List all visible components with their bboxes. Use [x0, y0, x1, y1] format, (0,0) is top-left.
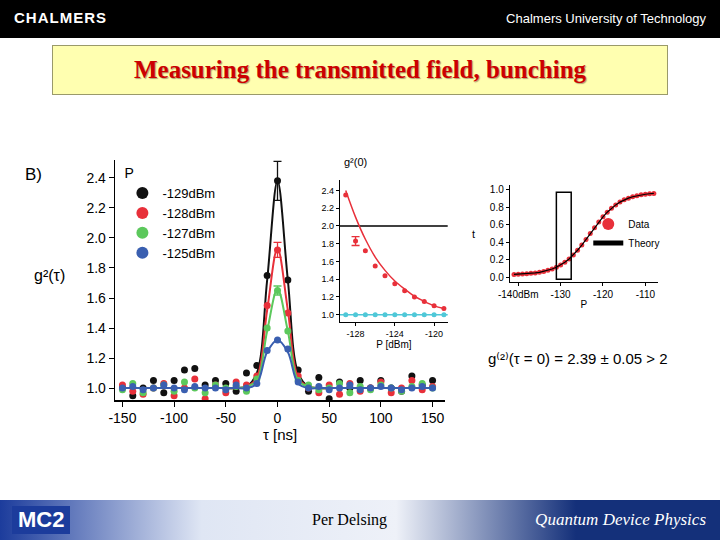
svg-text:1.8: 1.8 — [86, 260, 106, 276]
svg-text:1.8: 1.8 — [322, 239, 335, 249]
svg-text:1.0: 1.0 — [86, 380, 106, 396]
svg-text:1.0: 1.0 — [490, 184, 504, 195]
svg-text:150: 150 — [421, 410, 445, 426]
html-text:Chalmers University of Technol: Chalmers University of Technology — [506, 11, 706, 26]
svg-text:0.8: 0.8 — [490, 202, 504, 213]
svg-text:-150: -150 — [108, 410, 136, 426]
svg-text:2.0: 2.0 — [86, 230, 106, 246]
svg-text:t: t — [472, 228, 475, 240]
html-text:MC2: MC2 — [18, 507, 65, 532]
svg-text:1.4: 1.4 — [86, 320, 106, 336]
svg-text:1.0: 1.0 — [322, 310, 335, 320]
svg-text:-110: -110 — [636, 289, 656, 300]
svg-text:-127dBm: -127dBm — [162, 226, 215, 241]
svg-text:0.0: 0.0 — [490, 272, 504, 283]
svg-text:-129dBm: -129dBm — [162, 186, 215, 201]
svg-text:-128dBm: -128dBm — [162, 206, 215, 221]
svg-text:τ [ns]: τ [ns] — [263, 426, 297, 443]
svg-text:g²(0): g²(0) — [344, 156, 367, 168]
html-text:Quantum Device Physics: Quantum Device Physics — [535, 510, 706, 529]
html-text:CHALMERS: CHALMERS — [14, 9, 107, 26]
svg-text:1.2: 1.2 — [322, 292, 335, 302]
svg-text:2.2: 2.2 — [322, 203, 335, 213]
svg-text:0.2: 0.2 — [490, 254, 504, 265]
svg-text:0: 0 — [274, 410, 282, 426]
svg-text:-130: -130 — [551, 289, 571, 300]
svg-text:1.6: 1.6 — [322, 257, 335, 267]
svg-text:P: P — [581, 299, 588, 310]
svg-text:-120: -120 — [425, 329, 443, 339]
svg-text:0.4: 0.4 — [490, 237, 504, 248]
svg-text:100: 100 — [369, 410, 393, 426]
html-text:Measuring the transmitted fiel: Measuring the transmitted field, bunchin… — [133, 56, 586, 83]
svg-text:P: P — [124, 165, 133, 181]
svg-text:2.0: 2.0 — [322, 221, 335, 231]
svg-text:-120: -120 — [593, 289, 613, 300]
svg-text:2.2: 2.2 — [86, 200, 106, 216]
svg-text:0.6: 0.6 — [490, 219, 504, 230]
svg-text:2.4: 2.4 — [322, 186, 335, 196]
svg-text:1.4: 1.4 — [322, 274, 335, 284]
svg-text:-128: -128 — [347, 329, 365, 339]
svg-text:B): B) — [25, 165, 42, 184]
svg-text:-50: -50 — [216, 410, 236, 426]
svg-text:-124: -124 — [386, 329, 404, 339]
svg-text:-140dBm: -140dBm — [498, 289, 539, 300]
svg-text:1.2: 1.2 — [86, 350, 106, 366]
svg-text:2.4: 2.4 — [86, 170, 106, 186]
html-text:Per Delsing: Per Delsing — [312, 511, 388, 528]
svg-text:1.6: 1.6 — [86, 290, 106, 306]
svg-text:g²(τ): g²(τ) — [34, 267, 65, 284]
svg-text:50: 50 — [321, 410, 337, 426]
svg-text:Theory: Theory — [628, 238, 659, 249]
svg-text:Data: Data — [628, 219, 650, 230]
svg-text:-125dBm: -125dBm — [162, 246, 215, 261]
svg-text:-100: -100 — [160, 410, 188, 426]
svg-text:g⁽²⁾(τ = 0) = 2.39 ± 0.05 > 2: g⁽²⁾(τ = 0) = 2.39 ± 0.05 > 2 — [488, 350, 668, 367]
svg-text:P [dBm]: P [dBm] — [376, 339, 412, 350]
